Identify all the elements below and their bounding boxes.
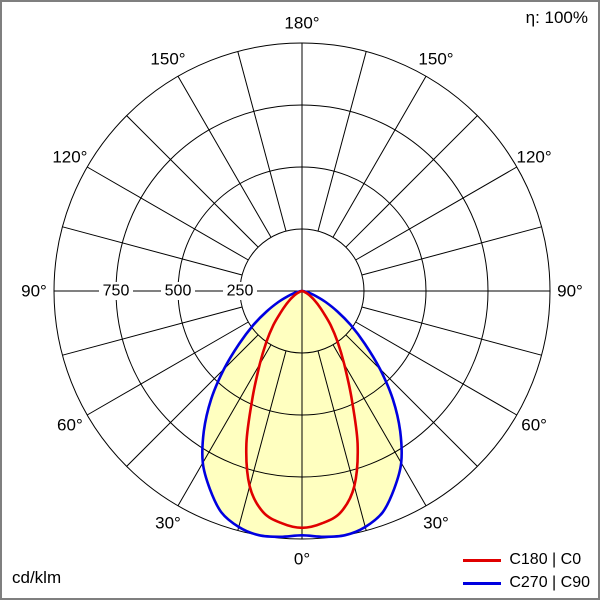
angle-label: 30° xyxy=(423,514,449,533)
grid-spoke xyxy=(86,166,249,261)
curve-c270-c90 xyxy=(201,289,403,539)
tick-label-bg xyxy=(99,282,133,300)
legend-item-c270-c90: C270 | C90 xyxy=(463,574,590,592)
grid-spoke xyxy=(332,75,427,238)
angle-label: 60° xyxy=(521,416,547,435)
angle-label: 0° xyxy=(294,550,310,569)
grid-spoke xyxy=(345,334,478,467)
angle-label: 180° xyxy=(284,14,319,33)
angle-label: 150° xyxy=(150,49,185,68)
angle-label: 90° xyxy=(557,282,583,301)
grid-spoke xyxy=(86,321,249,416)
tick-label: 500 xyxy=(165,283,192,300)
angle-label: 30° xyxy=(155,514,181,533)
grid-spoke xyxy=(361,306,542,356)
angle-label: 120° xyxy=(517,148,552,167)
tick-label: 250 xyxy=(227,283,254,300)
grid-spoke xyxy=(126,115,259,248)
unit-label: cd/klm xyxy=(12,568,62,587)
tick-label-bg xyxy=(161,282,195,300)
grid-spoke xyxy=(355,321,518,416)
legend-line-c180-c0 xyxy=(463,558,502,562)
angle-label: 60° xyxy=(57,416,83,435)
tick-label-bg xyxy=(223,282,257,300)
grid-spoke xyxy=(237,51,287,232)
grid-spoke xyxy=(237,350,287,531)
legend-label-c270-c90: C270 | C90 xyxy=(509,574,590,591)
grid-spoke xyxy=(62,226,243,276)
angle-label: 90° xyxy=(21,282,47,301)
legend: C180 | C0 C270 | C90 xyxy=(463,551,590,592)
grid-spoke xyxy=(177,75,272,238)
legend-label-c180-c0: C180 | C0 xyxy=(509,551,582,568)
legend-line-c270-c90 xyxy=(463,581,502,585)
grid-spoke xyxy=(361,226,542,276)
grid-spoke xyxy=(62,306,243,356)
legend-item-c180-c0: C180 | C0 xyxy=(463,551,590,569)
grid-spoke xyxy=(332,344,427,507)
grid-spoke xyxy=(355,166,518,261)
grid-spoke xyxy=(177,344,272,507)
grid-spoke xyxy=(345,115,478,248)
tick-label: 750 xyxy=(103,283,130,300)
angle-label: 120° xyxy=(52,148,87,167)
angle-label: 150° xyxy=(418,49,453,68)
grid-spoke xyxy=(126,334,259,467)
efficiency-label: η: 100% xyxy=(525,8,588,27)
grid-spoke xyxy=(317,51,367,232)
curve-c180-c0 xyxy=(244,289,360,530)
grid-spoke xyxy=(317,350,367,531)
